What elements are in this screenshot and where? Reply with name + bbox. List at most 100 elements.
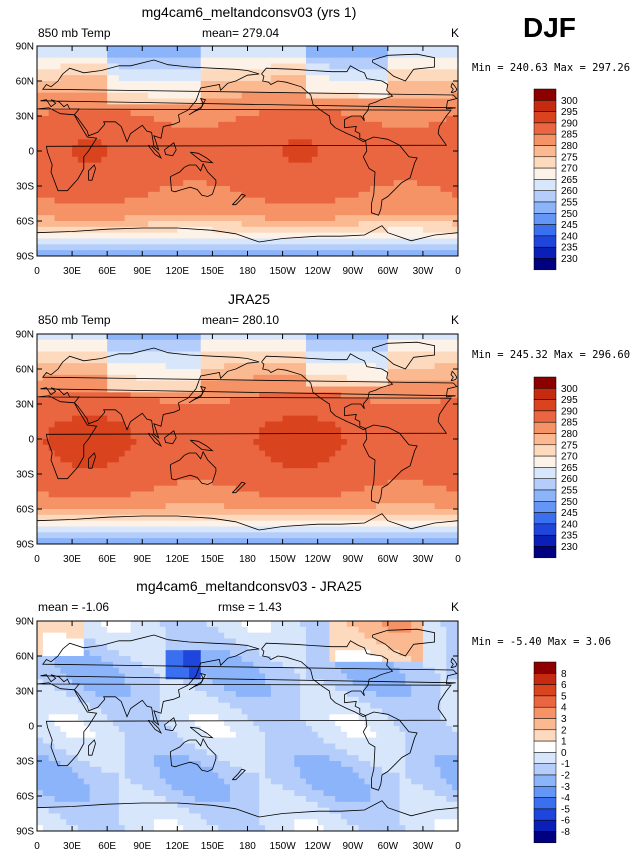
coastlines-3 — [37, 628, 458, 831]
temperature-field-3 — [37, 621, 458, 831]
colorbar-swatch — [533, 201, 557, 214]
panel1-minmax: Min = 240.63 Max = 297.26 — [472, 62, 631, 74]
coastlines-1 — [37, 53, 458, 256]
colorbar-swatch — [533, 388, 557, 400]
lon-tick-label: 60E — [98, 841, 116, 852]
panel3-rmse-label: rmse = 1.43 — [218, 600, 282, 614]
colorbar-swatch — [533, 718, 557, 731]
colorbar-label: 2 — [561, 725, 567, 736]
colorbar-label: -4 — [561, 793, 570, 804]
lat-tick-label: 60N — [16, 77, 34, 88]
colorbar-2 — [533, 376, 557, 559]
colorbar-1 — [533, 88, 557, 271]
colorbar-swatch — [533, 156, 557, 169]
lon-tick-label: 150E — [201, 841, 225, 852]
colorbar-swatch — [533, 133, 557, 146]
colorbar-swatch — [533, 145, 557, 158]
colorbar-label: 245 — [561, 508, 578, 519]
panel1-title: mg4cam6_meltandconsv03 (yrs 1) — [141, 4, 357, 20]
colorbar-label: 280 — [561, 141, 578, 152]
lat-tick-label: 30S — [16, 182, 34, 193]
lat-tick-label: 0 — [28, 147, 34, 158]
colorbar-label: 230 — [561, 254, 578, 265]
colorbar-swatch — [533, 455, 557, 468]
lon-tick-label: 90W — [342, 554, 363, 565]
lon-tick-label: 30W — [413, 266, 434, 277]
colorbar-label: 245 — [561, 220, 578, 231]
colorbar-swatch — [533, 763, 557, 776]
lon-tick-label: 120E — [166, 554, 190, 565]
colorbar-label: 250 — [561, 497, 578, 508]
lon-tick-label: 150W — [270, 841, 297, 852]
colorbar-label: -8 — [561, 827, 570, 838]
lat-tick-label: 60S — [16, 792, 34, 803]
lon-tick-label: 0 — [455, 266, 461, 277]
panel2-variable-label: 850 mb Temp — [38, 313, 111, 327]
colorbar-swatch — [533, 258, 557, 271]
lon-tick-label: 180 — [239, 554, 256, 565]
temperature-field-1 — [37, 46, 458, 256]
lat-tick-label: 90N — [16, 617, 34, 628]
colorbar-label: 290 — [561, 118, 578, 129]
lon-tick-label: 120W — [305, 266, 332, 277]
colorbar-label: 300 — [561, 96, 578, 107]
lon-tick-label: 90W — [342, 266, 363, 277]
lon-tick-label: 30E — [63, 554, 81, 565]
lat-tick-label: 60N — [16, 365, 34, 376]
colorbar-swatch — [533, 673, 557, 685]
lat-tick-label: 30N — [16, 400, 34, 411]
colorbar-label: 6 — [561, 680, 567, 691]
lon-tick-label: 60W — [378, 554, 399, 565]
panel3-title: mg4cam6_meltandconsv03 - JRA25 — [136, 578, 362, 594]
colorbar-swatch — [533, 88, 557, 101]
panel3-units-label: K — [451, 600, 460, 614]
colorbar-label: 5 — [561, 691, 567, 702]
colorbar-label: 275 — [561, 440, 578, 451]
colorbar-label: 240 — [561, 231, 578, 242]
lon-tick-label: 30W — [413, 554, 434, 565]
map-panel-3 — [36, 620, 557, 844]
colorbar-swatch — [533, 523, 557, 536]
lat-tick-label: 30S — [16, 757, 34, 768]
colorbar-swatch — [533, 376, 557, 389]
lon-tick-label: 60W — [378, 266, 399, 277]
lat-tick-label: 30N — [16, 112, 34, 123]
colorbar-label: 235 — [561, 243, 578, 254]
colorbar-swatch — [533, 235, 557, 248]
colorbar-label: 255 — [561, 198, 578, 209]
lat-tick-label: 0 — [28, 435, 34, 446]
lon-tick-label: 90W — [342, 841, 363, 852]
colorbar-label: 270 — [561, 164, 578, 175]
lat-tick-label: 30N — [16, 687, 34, 698]
colorbar-label: 300 — [561, 384, 578, 395]
lat-tick-label: 90N — [16, 330, 34, 341]
lon-tick-label: 180 — [239, 841, 256, 852]
colorbar-swatch — [533, 740, 557, 753]
lon-tick-label: 90E — [133, 554, 151, 565]
lon-tick-label: 180 — [239, 266, 256, 277]
lon-tick-label: 60W — [378, 841, 399, 852]
colorbar-swatch — [533, 478, 557, 491]
colorbar-swatch — [533, 489, 557, 502]
colorbar-swatch — [533, 534, 557, 547]
colorbar-label: 235 — [561, 531, 578, 542]
colorbar-swatch — [533, 729, 557, 742]
colorbar-label: 290 — [561, 406, 578, 417]
colorbar-label: -6 — [561, 816, 570, 827]
panel1-units-label: K — [451, 26, 460, 40]
lon-tick-label: 0 — [34, 554, 40, 565]
colorbar-swatch — [533, 224, 557, 237]
colorbar-swatch — [533, 100, 557, 112]
colorbar-swatch — [533, 797, 557, 810]
colorbar-label: 260 — [561, 474, 578, 485]
lon-tick-label: 120E — [166, 266, 190, 277]
colorbar-swatch — [533, 179, 557, 191]
lon-tick-label: 30E — [63, 841, 81, 852]
lon-tick-label: 120W — [305, 841, 332, 852]
colorbar-label: 295 — [561, 395, 578, 406]
colorbar-swatch — [533, 786, 557, 798]
colorbar-label: 4 — [561, 703, 567, 714]
lat-tick-label: 90S — [16, 827, 34, 838]
panel1-mean-label: mean= 279.04 — [202, 26, 280, 40]
lon-tick-label: 150E — [201, 266, 225, 277]
